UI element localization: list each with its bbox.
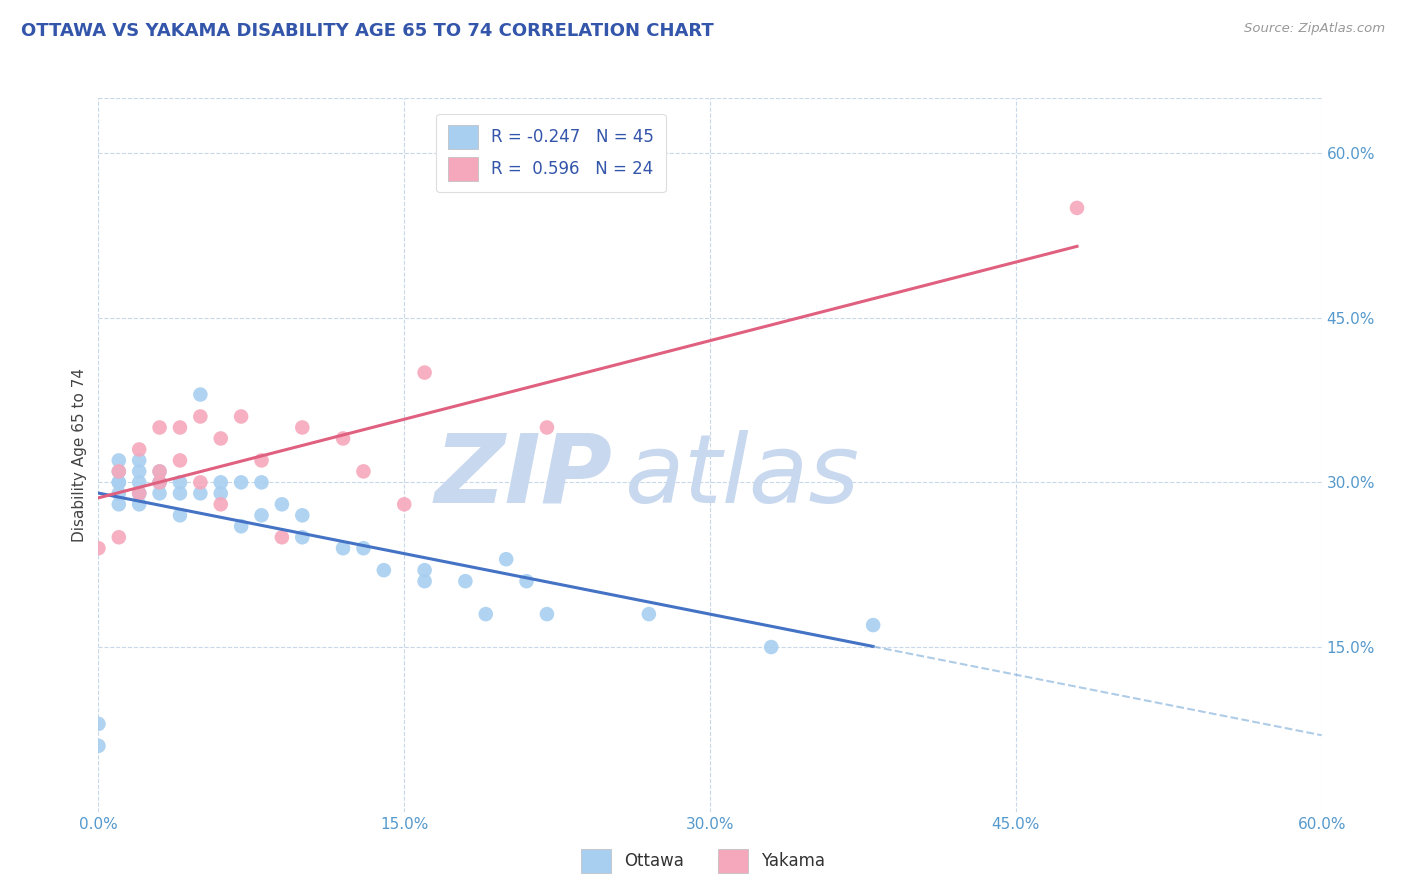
Point xyxy=(250,475,273,490)
Point xyxy=(413,366,436,380)
Point xyxy=(270,530,294,544)
Point xyxy=(270,497,294,511)
Point xyxy=(352,464,374,478)
Point xyxy=(332,541,354,556)
Point xyxy=(87,541,110,556)
Point xyxy=(169,420,191,434)
Legend: R = -0.247   N = 45, R =  0.596   N = 24: R = -0.247 N = 45, R = 0.596 N = 24 xyxy=(436,113,666,193)
Point xyxy=(291,508,314,523)
Point xyxy=(516,574,538,589)
Point xyxy=(149,475,172,490)
Point xyxy=(231,519,253,533)
Point xyxy=(250,508,273,523)
Point xyxy=(149,475,172,490)
Point xyxy=(209,475,232,490)
Point xyxy=(413,563,436,577)
Point xyxy=(209,432,232,446)
Point xyxy=(149,420,172,434)
Point xyxy=(862,618,884,632)
Point xyxy=(128,453,150,467)
Text: ZIP: ZIP xyxy=(434,430,612,523)
Point xyxy=(188,387,212,401)
Text: Source: ZipAtlas.com: Source: ZipAtlas.com xyxy=(1244,22,1385,36)
Point xyxy=(332,432,354,446)
Point xyxy=(128,486,150,500)
Point xyxy=(128,497,150,511)
Point xyxy=(169,453,191,467)
Point xyxy=(149,486,172,500)
Point xyxy=(291,420,314,434)
Point xyxy=(128,464,150,478)
Point xyxy=(373,563,395,577)
Point xyxy=(536,607,558,621)
Point xyxy=(87,717,110,731)
Point xyxy=(536,420,558,434)
Point xyxy=(209,486,232,500)
Point xyxy=(495,552,517,566)
Point xyxy=(188,409,212,424)
Point xyxy=(188,475,212,490)
Point xyxy=(108,486,131,500)
Point xyxy=(108,475,131,490)
Point xyxy=(87,739,110,753)
Point xyxy=(188,486,212,500)
Point xyxy=(231,409,253,424)
Point xyxy=(209,497,232,511)
Legend: Ottawa, Yakama: Ottawa, Yakama xyxy=(575,842,831,880)
Point xyxy=(250,453,273,467)
Point xyxy=(169,475,191,490)
Point xyxy=(1066,201,1088,215)
Point xyxy=(108,464,131,478)
Point xyxy=(231,475,253,490)
Point xyxy=(149,464,172,478)
Point xyxy=(291,530,314,544)
Point xyxy=(392,497,416,511)
Point xyxy=(149,464,172,478)
Point xyxy=(108,497,131,511)
Point xyxy=(128,486,150,500)
Point xyxy=(108,453,131,467)
Point xyxy=(128,442,150,457)
Point xyxy=(128,486,150,500)
Point xyxy=(638,607,661,621)
Text: atlas: atlas xyxy=(624,430,859,523)
Point xyxy=(108,530,131,544)
Point xyxy=(454,574,477,589)
Point xyxy=(169,508,191,523)
Point xyxy=(128,475,150,490)
Y-axis label: Disability Age 65 to 74: Disability Age 65 to 74 xyxy=(72,368,87,542)
Point xyxy=(108,464,131,478)
Point xyxy=(108,475,131,490)
Point xyxy=(474,607,498,621)
Point xyxy=(149,475,172,490)
Point xyxy=(352,541,374,556)
Point xyxy=(761,640,783,654)
Point xyxy=(413,574,436,589)
Text: OTTAWA VS YAKAMA DISABILITY AGE 65 TO 74 CORRELATION CHART: OTTAWA VS YAKAMA DISABILITY AGE 65 TO 74… xyxy=(21,22,714,40)
Point xyxy=(169,486,191,500)
